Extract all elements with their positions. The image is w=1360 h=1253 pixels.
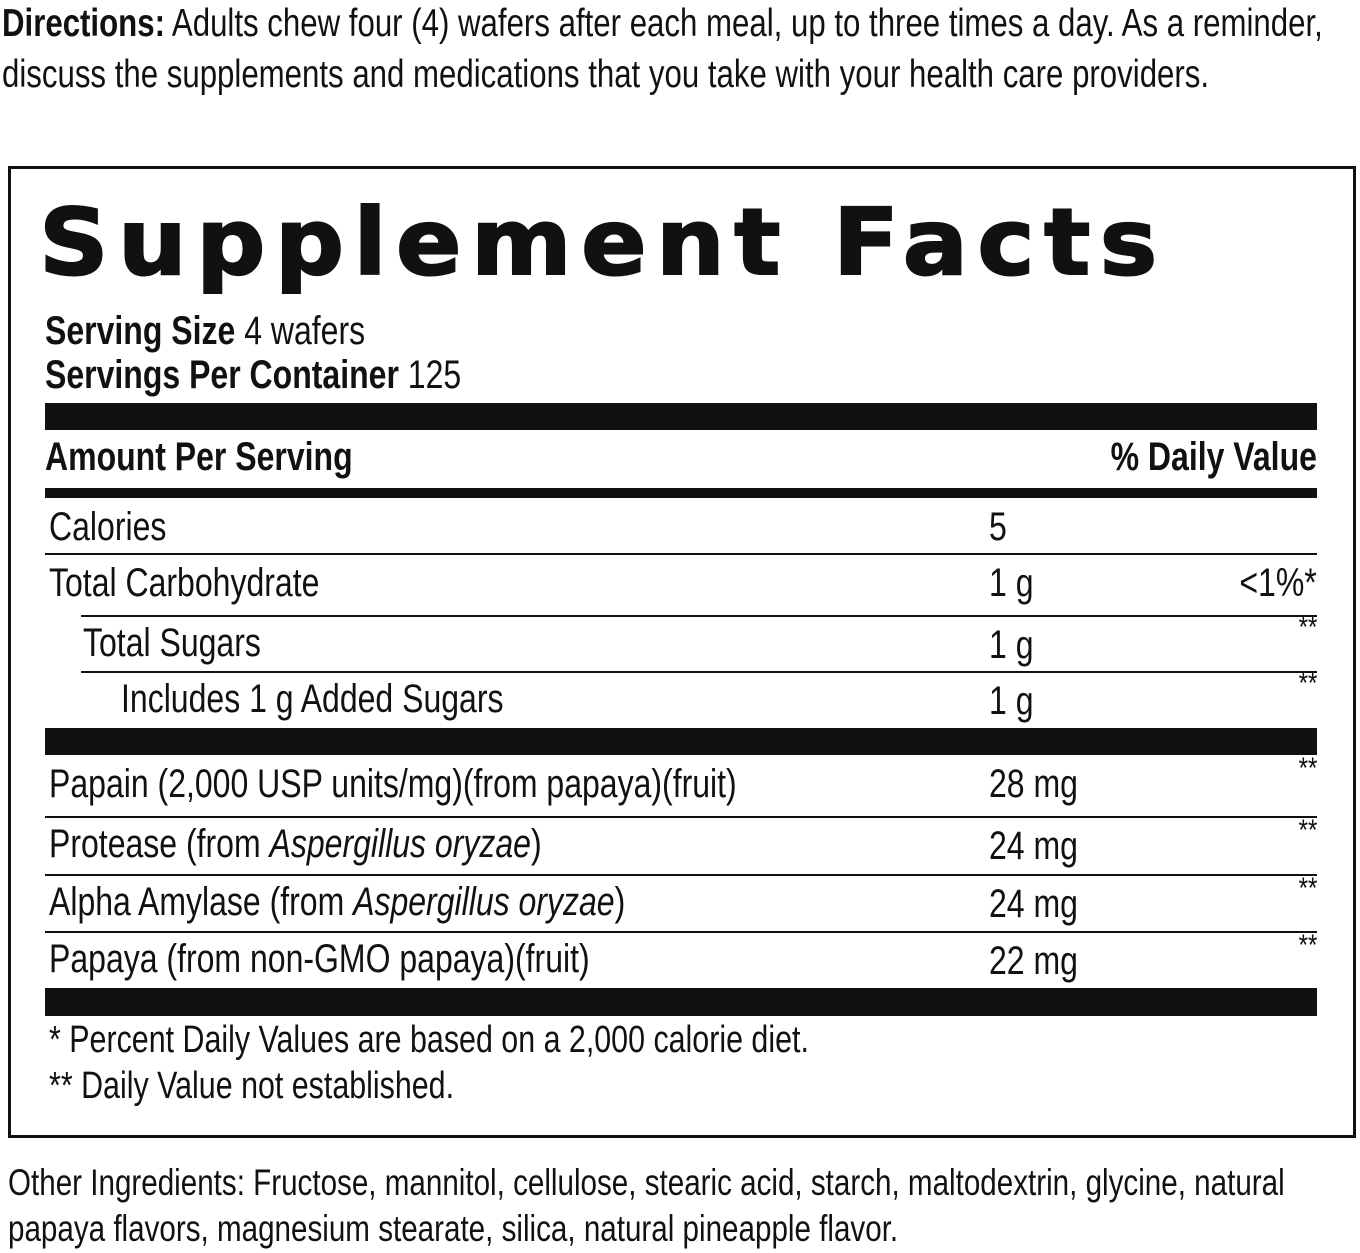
- servings-label: Servings Per Container: [45, 353, 399, 397]
- ingredient-amount: 22 mg: [989, 939, 1078, 983]
- ingredient-row: Protease (from Aspergillus oryzae) 24 mg…: [45, 814, 1317, 874]
- ingredient-row: Alpha Amylase (from Aspergillus oryzae) …: [45, 872, 1317, 931]
- nutrient-row: Includes 1 g Added Sugars 1 g **: [45, 667, 1317, 728]
- ingredient-dv: **: [1298, 929, 1317, 962]
- name-text: ): [614, 880, 626, 924]
- row-divider: [45, 553, 1317, 555]
- name-text: Alpha Amylase (from: [49, 880, 354, 924]
- nutrient-name: Calories: [49, 505, 167, 549]
- nutrient-amount: 1 g: [989, 623, 1034, 667]
- ingredient-row: Papain (2,000 USP units/mg)(from papaya)…: [45, 752, 1317, 816]
- ingredient-dv: **: [1298, 752, 1317, 785]
- nutrient-dv: **: [1298, 611, 1317, 644]
- divider-thick: [45, 728, 1317, 755]
- other-ingredients: Other Ingredients: Fructose, mannitol, c…: [8, 1162, 1285, 1249]
- name-text: ): [530, 822, 542, 866]
- ingredient-dv: **: [1298, 814, 1317, 847]
- directions-label: Directions:: [2, 2, 165, 45]
- name-italic: Aspergillus oryzae: [269, 822, 531, 866]
- supplement-facts-panel: Supplement Facts Serving Size 4 wafers S…: [8, 166, 1356, 1138]
- row-divider: [45, 874, 1317, 876]
- ingredient-amount: 24 mg: [989, 882, 1078, 926]
- nutrient-dv: **: [1298, 667, 1317, 700]
- serving-size: Serving Size 4 wafers: [45, 309, 365, 354]
- divider-medium: [45, 488, 1317, 498]
- panel-title: Supplement Facts: [38, 188, 1167, 297]
- ingredient-row: Papaya (from non-GMO papaya)(fruit) 22 m…: [45, 929, 1317, 989]
- row-divider: [45, 931, 1317, 933]
- nutrient-dv: <1%*: [1239, 561, 1317, 605]
- serving-size-label: Serving Size: [45, 309, 236, 353]
- servings-value: 125: [407, 353, 462, 397]
- header-dv: % Daily Value: [1110, 435, 1317, 479]
- row-divider: [81, 615, 1317, 617]
- divider-thick: [45, 988, 1317, 1016]
- row-divider: [45, 816, 1317, 818]
- footnote: * Percent Daily Values are based on a 2,…: [49, 1019, 809, 1061]
- nutrient-row: Total Sugars 1 g **: [45, 611, 1317, 671]
- nutrient-amount: 5: [989, 505, 1007, 549]
- divider-thick: [45, 403, 1317, 430]
- nutrient-amount: 1 g: [989, 679, 1034, 723]
- ingredient-amount: 24 mg: [989, 824, 1078, 868]
- ingredient-amount: 28 mg: [989, 762, 1078, 806]
- ingredient-name: Papain (2,000 USP units/mg)(from papaya)…: [49, 762, 737, 806]
- ingredient-dv: **: [1298, 872, 1317, 905]
- nutrient-row: Calories 5: [45, 501, 1317, 553]
- nutrient-name: Includes 1 g Added Sugars: [121, 677, 504, 721]
- footnote: ** Daily Value not established.: [49, 1065, 455, 1107]
- servings-per-container: Servings Per Container 125: [45, 353, 461, 398]
- nutrient-name: Total Sugars: [83, 621, 261, 665]
- ingredient-name: Protease (from Aspergillus oryzae): [49, 822, 542, 867]
- nutrient-amount: 1 g: [989, 561, 1034, 605]
- serving-size-value: 4 wafers: [244, 309, 366, 353]
- nutrient-name: Total Carbohydrate: [49, 561, 320, 605]
- name-text: Protease (from: [49, 822, 270, 866]
- directions-body: Adults chew four (4) wafers after each m…: [2, 2, 1323, 96]
- directions-text: Directions: Adults chew four (4) wafers …: [2, 0, 1358, 100]
- header-row: Amount Per Serving % Daily Value: [45, 431, 1317, 489]
- nutrient-row: Total Carbohydrate 1 g <1%*: [45, 555, 1317, 615]
- ingredient-name: Alpha Amylase (from Aspergillus oryzae): [49, 880, 625, 925]
- row-divider: [81, 671, 1317, 673]
- name-italic: Aspergillus oryzae: [353, 880, 615, 924]
- header-amount: Amount Per Serving: [45, 435, 353, 479]
- ingredient-name: Papaya (from non-GMO papaya)(fruit): [49, 937, 590, 981]
